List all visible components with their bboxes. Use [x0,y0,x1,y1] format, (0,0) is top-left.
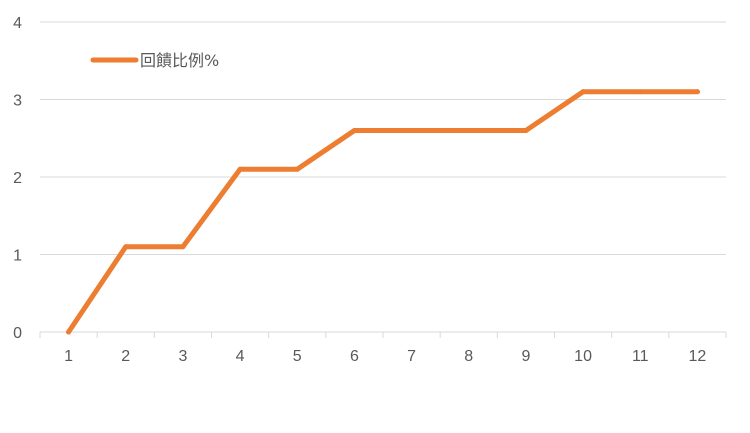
data-point [694,89,700,95]
x-tick-label: 12 [689,348,707,365]
data-point [66,329,72,335]
legend: 回饋比例% [90,51,219,70]
data-point [580,89,586,95]
series-line [66,89,700,335]
data-point [409,128,415,133]
data-point [351,128,357,133]
data-point [466,128,472,133]
x-tick-label: 8 [464,348,473,365]
gridlines [40,21,726,255]
legend-label: 回饋比例% [140,51,219,70]
x-tick-label: 3 [178,348,187,365]
x-tick-label: 9 [521,348,530,365]
y-axis-ticks: 0 1 2 3 4 [13,15,22,342]
y-tick-label: 0 [13,325,22,342]
x-axis: 1 2 3 4 5 6 7 8 9 10 11 12 [39,331,727,365]
x-tick-label: 2 [121,348,130,365]
data-point [237,166,243,172]
y-tick-label: 4 [13,15,22,32]
y-tick-label: 1 [13,248,22,265]
x-tick-label: 5 [293,348,302,365]
y-tick-label: 2 [13,170,22,187]
x-tick-label: 11 [632,348,649,365]
data-point [523,128,529,133]
data-point [180,244,186,250]
data-point [123,244,129,250]
y-tick-label: 3 [13,93,22,110]
series-lines [66,89,700,335]
x-tick-label: 6 [350,348,359,365]
data-point [637,89,643,95]
x-tick-label: 10 [574,348,592,365]
x-tick-label: 1 [64,348,73,365]
x-tick-label: 7 [407,348,416,365]
data-point [294,166,300,172]
x-tick-label: 4 [236,348,245,365]
